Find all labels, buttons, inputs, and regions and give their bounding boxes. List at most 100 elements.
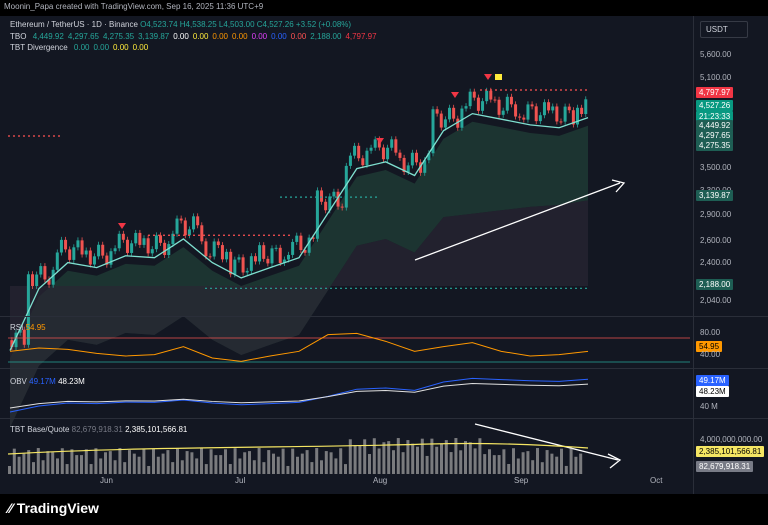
volume-bar xyxy=(65,464,69,474)
candle-body xyxy=(571,110,575,125)
trend-arrow xyxy=(414,182,621,261)
volume-bar xyxy=(521,452,525,474)
volume-bar xyxy=(32,462,35,474)
volume-bar xyxy=(176,448,179,474)
candle-body xyxy=(476,97,480,111)
volume-bar xyxy=(300,453,304,474)
volume-bar xyxy=(497,455,501,474)
candle-body xyxy=(542,102,546,116)
candle-body xyxy=(76,240,80,248)
time-label: Aug xyxy=(373,476,388,485)
change-value: +3.52 (+0.08%) xyxy=(295,20,352,29)
volume-bar xyxy=(382,442,386,474)
currency-button[interactable]: USDT xyxy=(700,21,748,38)
divergence-marker xyxy=(495,74,502,80)
tbo-value: 0.00 xyxy=(290,32,307,41)
candle-body xyxy=(225,251,229,260)
candle-body xyxy=(80,240,84,255)
volume-bar xyxy=(70,449,74,474)
symbol-name[interactable]: Ethereum / TetherUS · 1D · Binance xyxy=(10,20,138,29)
volume-bar xyxy=(368,454,371,474)
basequote-value-1: 82,679,918.31 xyxy=(71,425,123,434)
tradingview-logo[interactable]: ⁄⁄ TradingView xyxy=(8,500,99,516)
pane-separator[interactable] xyxy=(0,418,768,419)
candle-body xyxy=(233,259,237,275)
candle-body xyxy=(253,256,257,262)
volume-bar xyxy=(152,448,155,474)
candle-body xyxy=(456,118,460,128)
obv-legend[interactable]: OBV 49.17M 48.23M xyxy=(10,377,85,386)
candle-body xyxy=(163,242,167,256)
tbo-value: 0.00 xyxy=(212,32,228,41)
tradingview-logo-icon: ⁄⁄ xyxy=(8,500,13,516)
chart-area[interactable] xyxy=(0,16,768,494)
obv-name: OBV xyxy=(10,377,27,386)
rsi-legend[interactable]: RSI 54.95 xyxy=(10,323,46,332)
volume-bar xyxy=(166,450,170,474)
chart-canvas[interactable] xyxy=(0,16,768,494)
volume-bar xyxy=(108,451,112,474)
candle-body xyxy=(443,119,447,128)
volume-bar xyxy=(545,450,549,474)
candle-body xyxy=(159,235,163,243)
obv-line xyxy=(9,377,589,413)
price-axis[interactable] xyxy=(693,16,768,494)
volume-bar xyxy=(516,458,520,474)
candle-body xyxy=(522,117,526,120)
volume-bar xyxy=(209,449,213,474)
candle-body xyxy=(72,247,76,260)
pane-separator[interactable] xyxy=(0,316,768,317)
volume-bar xyxy=(440,443,443,474)
volume-bar xyxy=(348,439,352,474)
volume-bar xyxy=(233,448,237,474)
countdown-label: 21:23:33 xyxy=(696,111,734,122)
candle-body xyxy=(481,101,485,111)
volume-bar xyxy=(540,462,544,474)
volume-bar xyxy=(123,462,127,474)
volume-bar xyxy=(118,448,122,474)
tbo-value: 4,275.35 xyxy=(102,32,135,41)
volume-bar xyxy=(147,465,151,474)
tbo-value: 3,139.87 xyxy=(138,32,170,41)
candle-body xyxy=(353,145,357,156)
rsi-tick: 40.00 xyxy=(700,350,721,359)
price-tick: 5,100.00 xyxy=(700,73,732,82)
candle-body xyxy=(262,245,266,259)
pane-separator[interactable] xyxy=(0,368,768,369)
candle-body xyxy=(229,251,233,275)
candle-body xyxy=(547,102,551,111)
volume-bar xyxy=(248,451,251,474)
basequote-legend[interactable]: TBT Base/Quote 82,679,918.31 2,385,101,5… xyxy=(10,425,187,434)
tbo-legend[interactable]: TBO 4,449.92 4,297.65 4,275.35 3,139.87 0.00… xyxy=(10,32,385,41)
candle-body xyxy=(196,216,200,226)
candle-body xyxy=(534,106,538,122)
tbt-divergence-legend[interactable]: TBT Divergence 0.00 0.00 0.00 0.00 xyxy=(10,43,156,52)
candle-body xyxy=(509,96,513,105)
candle-body xyxy=(175,218,179,234)
candle-body xyxy=(130,243,134,253)
candle-body xyxy=(125,239,129,253)
candle-body xyxy=(134,232,138,244)
candle-body xyxy=(390,139,394,148)
time-label: Sep xyxy=(514,476,529,485)
volume-bar xyxy=(372,438,376,474)
volume-bar xyxy=(406,440,410,474)
volume-bar xyxy=(401,452,405,474)
volume-bar xyxy=(344,464,347,474)
volume-bar xyxy=(195,458,199,474)
candle-body xyxy=(18,329,22,333)
volume-bar xyxy=(315,448,319,474)
candle-body xyxy=(303,250,307,253)
candle-body xyxy=(142,238,146,245)
candle-body xyxy=(448,107,452,120)
candle-body xyxy=(278,247,282,263)
tbo-value: 2,188.00 xyxy=(310,32,342,41)
volume-bar xyxy=(224,449,227,474)
volume-bar xyxy=(396,438,400,474)
candle-body xyxy=(270,248,274,264)
volume-bar xyxy=(51,452,55,474)
volume-bar xyxy=(113,460,117,474)
volume-trend-arrow xyxy=(474,423,619,461)
volume-bar xyxy=(190,452,194,474)
candle-body xyxy=(505,96,509,111)
